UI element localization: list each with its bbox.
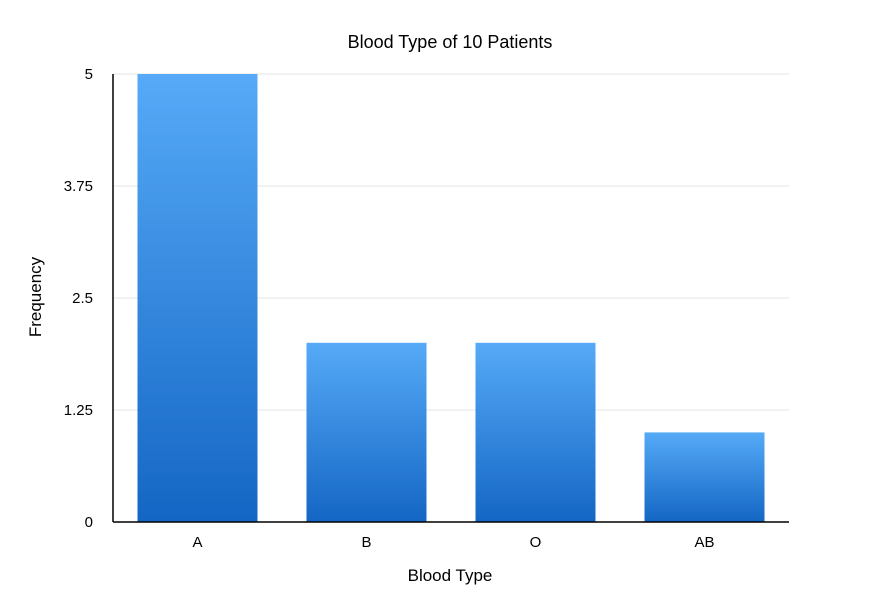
x-tick-label: A: [192, 534, 202, 551]
x-tick-label: O: [530, 534, 542, 551]
y-tick-label: 5: [85, 66, 93, 83]
axes: [112, 74, 789, 523]
chart-title: Blood Type of 10 Patients: [348, 32, 553, 52]
x-axis-title: Blood Type: [408, 566, 493, 585]
x-tick-label: B: [361, 534, 371, 551]
bar-ab: [644, 432, 765, 522]
bar-o: [475, 342, 596, 522]
x-tick-labels: A B O AB: [192, 534, 714, 551]
bars: [137, 74, 765, 522]
x-tick-label: AB: [694, 534, 714, 551]
y-tick-label: 0: [85, 514, 93, 531]
bar-b: [306, 342, 427, 522]
y-axis-title: Frequency: [26, 256, 45, 337]
y-tick-labels: 0 1.25 2.5 3.75 5: [64, 66, 93, 531]
y-tick-label: 2.5: [72, 290, 93, 307]
y-tick-label: 1.25: [64, 402, 93, 419]
y-tick-label: 3.75: [64, 178, 93, 195]
bar-a: [137, 74, 258, 522]
